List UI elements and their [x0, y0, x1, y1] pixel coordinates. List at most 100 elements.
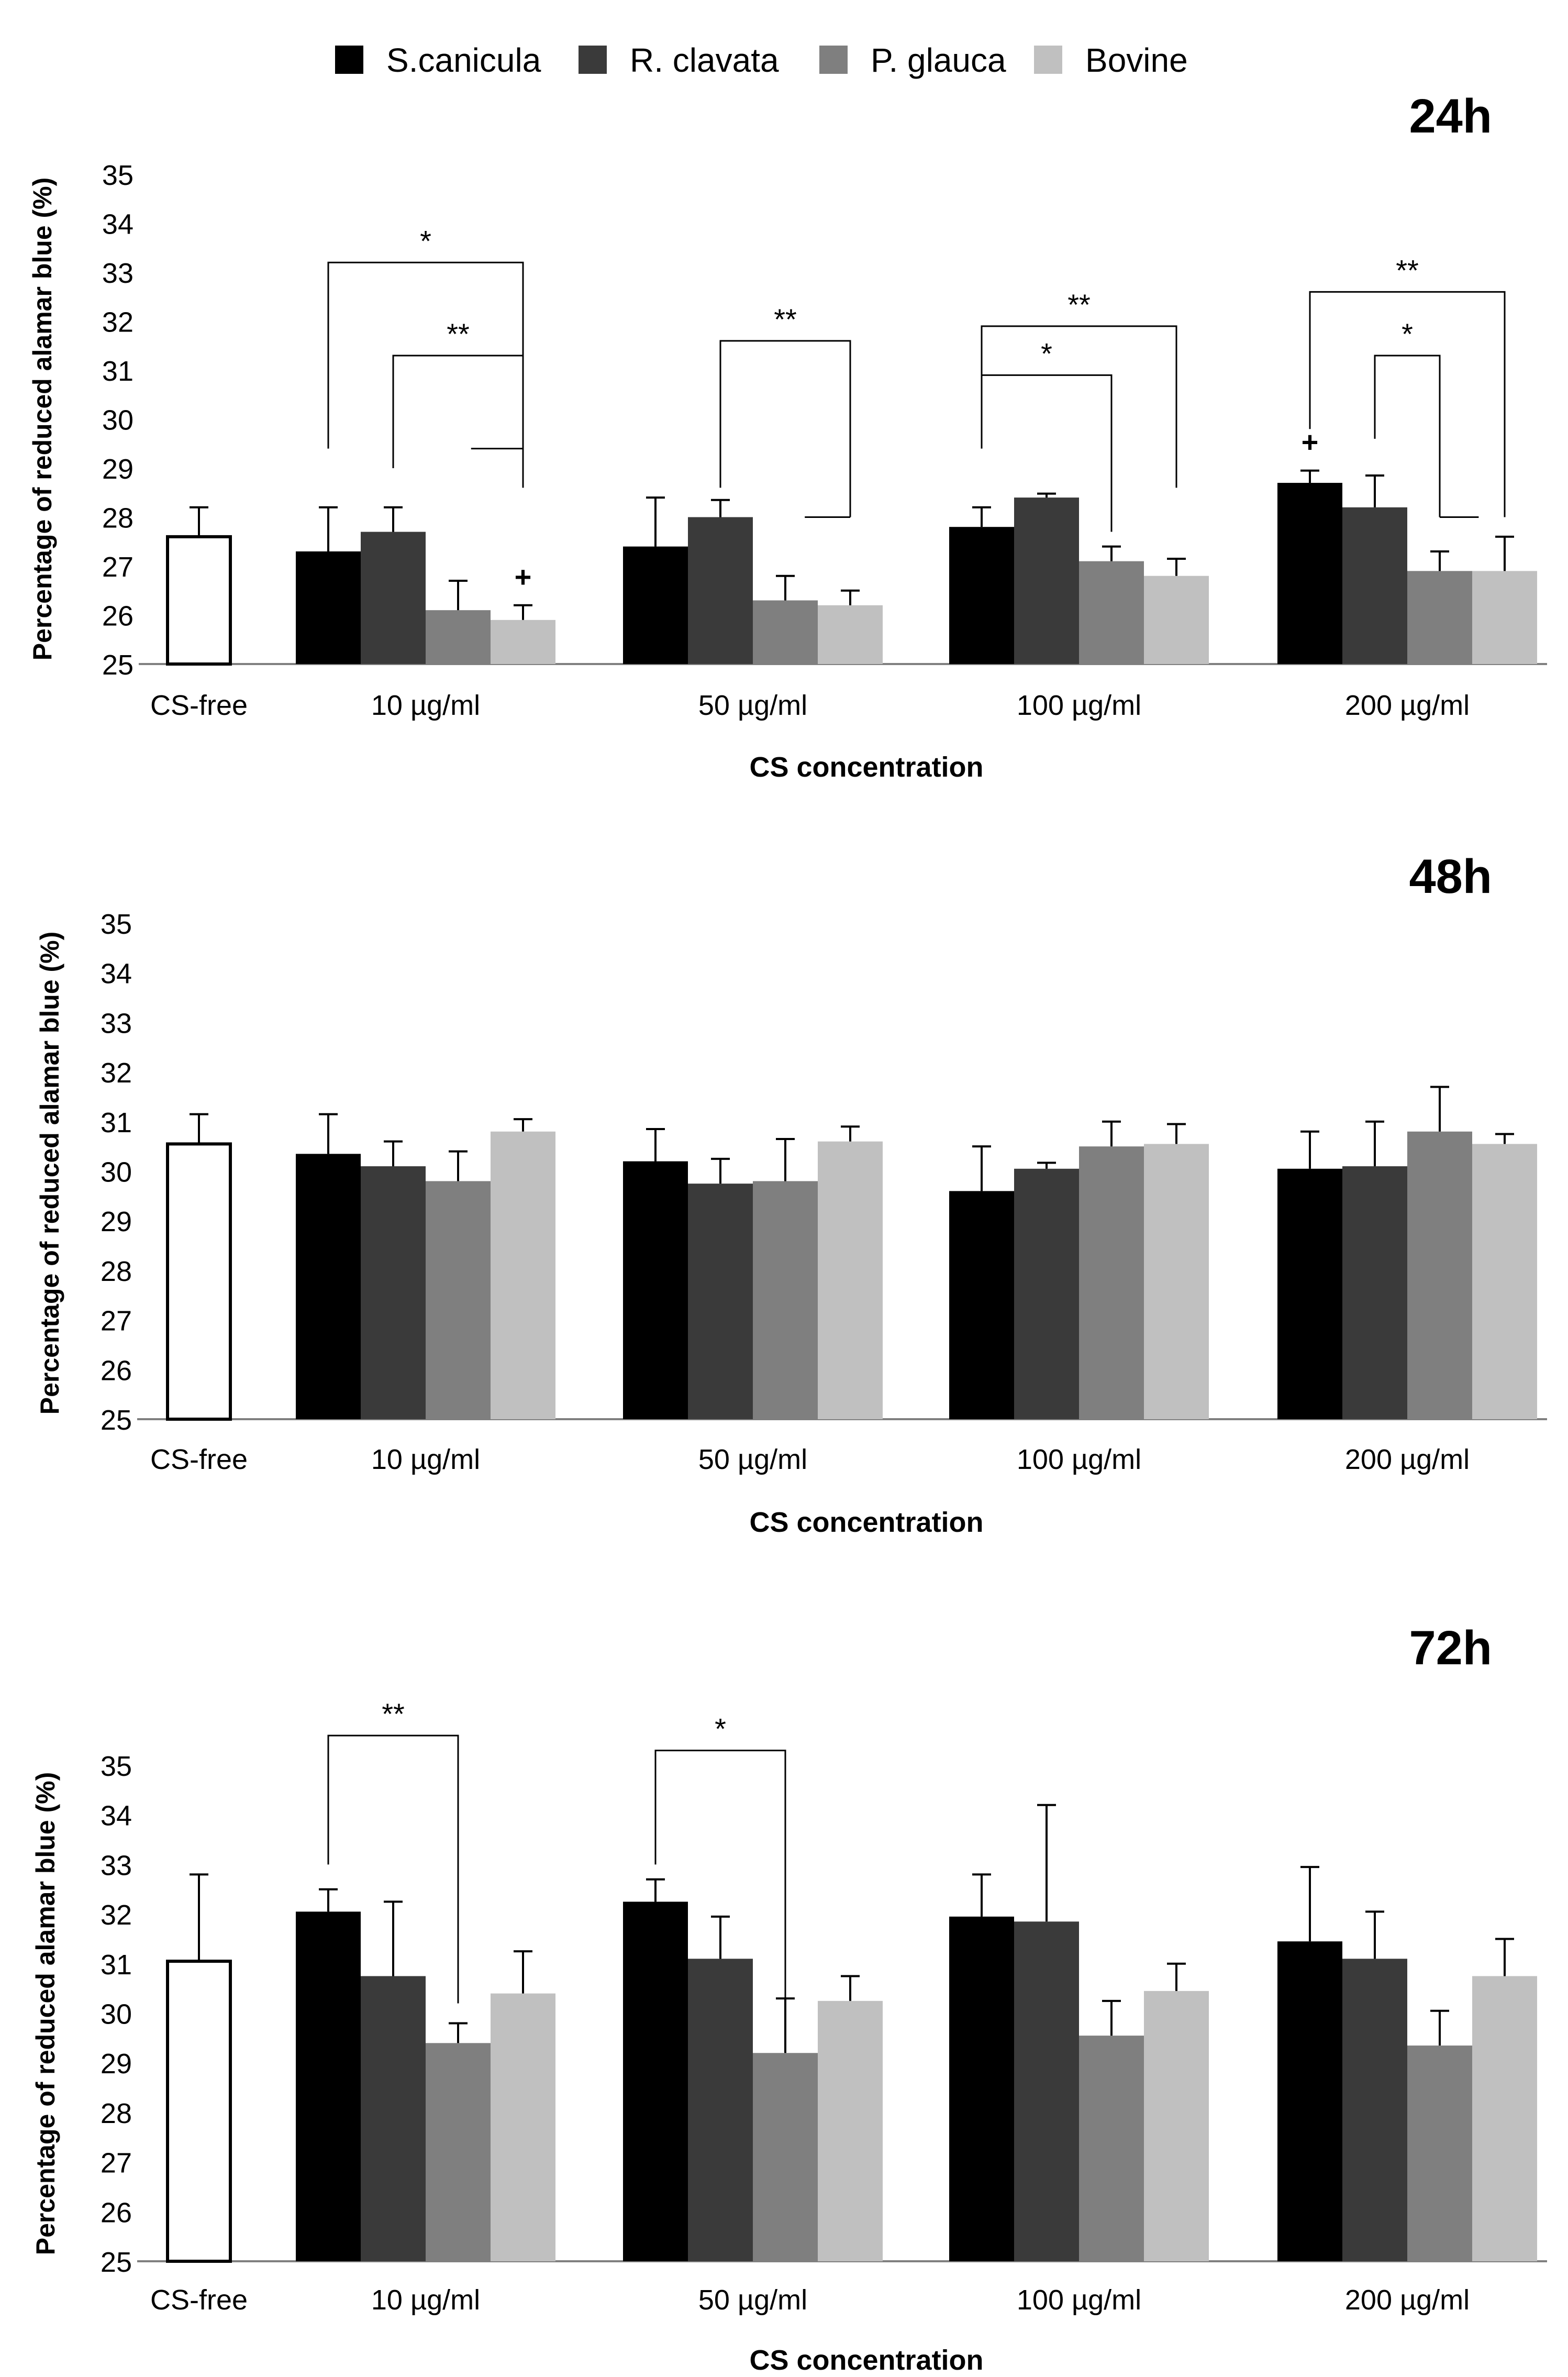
- bar-p-glauca: [1079, 1146, 1144, 1419]
- legend-swatch: [1034, 46, 1062, 74]
- bar-bovine: [1144, 1144, 1209, 1419]
- bar-bovine: [491, 620, 555, 664]
- bar-r-clavata: [1014, 1168, 1079, 1419]
- y-tick-label: 31: [101, 1949, 132, 1981]
- bar-p-glauca: [753, 2053, 818, 2261]
- legend-label: Bovine: [1085, 41, 1188, 79]
- bar-bovine: [1472, 1144, 1537, 1419]
- y-tick-label: 26: [101, 2197, 132, 2228]
- significance-label: **: [774, 303, 797, 336]
- bar-bovine: [1144, 576, 1209, 664]
- bar-p-glauca: [1079, 561, 1144, 664]
- x-tick-label: 200 µg/ml: [1345, 690, 1470, 721]
- y-axis-label: Percentage of reduced alamar blue (%): [28, 178, 57, 661]
- y-tick-label: 26: [102, 601, 134, 632]
- bar-r-clavata: [361, 1166, 426, 1419]
- bar-r-clavata: [1342, 1166, 1407, 1419]
- y-tick-label: 31: [101, 1107, 132, 1138]
- significance-label: *: [420, 224, 431, 257]
- x-tick-label: CS-free: [150, 690, 248, 721]
- bar-s-canicula: [623, 546, 688, 664]
- bar-s-canicula: [949, 527, 1014, 664]
- bar-s-canicula: [296, 1154, 361, 1419]
- legend-swatch: [335, 46, 363, 74]
- y-tick-label: 35: [101, 909, 132, 940]
- bar-r-clavata: [1014, 497, 1079, 664]
- x-tick-label: 50 µg/ml: [698, 2284, 807, 2316]
- bar-p-glauca: [426, 610, 491, 664]
- panel-24h: 24h 25 26 27 28 29 30 31 32 33 34 35 Percentage of r…: [28, 90, 1547, 783]
- significance-label: **: [382, 1697, 405, 1730]
- y-tick-label: 28: [101, 1256, 132, 1287]
- panel-72h: 72h 25 26 27 28 29 30 31 32 33 34 35 Percentage of r…: [31, 1621, 1547, 2376]
- y-tick-label: 27: [102, 551, 134, 583]
- x-tick-label: 50 µg/ml: [698, 690, 807, 721]
- x-tick-label: 100 µg/ml: [1017, 2284, 1141, 2316]
- significance-bracket: [654, 1750, 786, 2014]
- x-tick-label: 100 µg/ml: [1017, 690, 1141, 721]
- y-tick-label: 27: [101, 2148, 132, 2179]
- y-tick-label: 28: [101, 2098, 132, 2129]
- legend-label: P. glauca: [871, 41, 1006, 79]
- legend-entry-bovine: Bovine: [1034, 41, 1188, 79]
- significance-bracket: [981, 325, 1177, 488]
- panel-title: 48h: [1409, 850, 1492, 903]
- y-tick-label: 35: [102, 160, 134, 191]
- y-tick-label: 28: [102, 503, 134, 534]
- y-tick-label: 33: [102, 258, 134, 289]
- y-tick-label: 34: [102, 209, 134, 240]
- y-tick-label: 25: [101, 2247, 132, 2278]
- significance-label: *: [715, 1712, 726, 1745]
- y-tick-label: 34: [101, 1800, 132, 1832]
- y-tick-label: 30: [101, 1999, 132, 2030]
- bar-r-clavata: [688, 1959, 753, 2261]
- significance-label: *: [1041, 337, 1052, 370]
- bar-r-clavata: [688, 517, 753, 664]
- plus-marker: +: [1302, 426, 1319, 459]
- bar-bovine: [491, 1993, 555, 2261]
- bar-bovine: [818, 605, 883, 664]
- legend-entry-p-glauca: P. glauca: [819, 41, 1006, 79]
- y-tick-label: 29: [102, 454, 134, 485]
- legend-label: S.canicula: [386, 41, 541, 79]
- bar-bovine: [1472, 571, 1537, 664]
- y-tick-label: 29: [101, 1206, 132, 1237]
- plus-marker: +: [515, 560, 532, 593]
- legend-swatch: [579, 46, 607, 74]
- y-tick-label: 30: [102, 405, 134, 436]
- y-tick-label: 25: [102, 649, 134, 681]
- y-tick-label: 31: [102, 356, 134, 387]
- panel-title: 72h: [1409, 1621, 1492, 1675]
- significance-bracket: [719, 340, 851, 517]
- y-tick-label: 34: [101, 958, 132, 990]
- y-tick-label: 32: [102, 307, 134, 338]
- bar-s-canicula: [296, 551, 361, 664]
- x-axis-label: CS concentration: [749, 1507, 983, 1538]
- bar-s-canicula: [949, 1916, 1014, 2261]
- bar-bovine: [818, 2000, 883, 2261]
- significance-bracket: [327, 1734, 459, 2004]
- bar-p-glauca: [753, 600, 818, 664]
- x-tick-label: 200 µg/ml: [1345, 2284, 1470, 2316]
- x-tick-label: 100 µg/ml: [1017, 1444, 1141, 1475]
- panel-title: 24h: [1409, 90, 1492, 143]
- bar-s-canicula: [949, 1191, 1014, 1419]
- bar-bovine: [491, 1131, 555, 1419]
- bar-r-clavata: [361, 1976, 426, 2261]
- bar-bovine: [818, 1141, 883, 1419]
- x-tick-label: 10 µg/ml: [371, 1444, 480, 1475]
- y-tick-label: 25: [101, 1405, 132, 1436]
- bar-p-glauca: [1079, 2036, 1144, 2261]
- significance-bracket: [981, 374, 1113, 532]
- bar-p-glauca: [1407, 2046, 1472, 2261]
- x-tick-label: 10 µg/ml: [371, 690, 480, 721]
- bar-bovine: [1144, 1991, 1209, 2261]
- bar-s-canicula: [623, 1901, 688, 2261]
- bar-r-clavata: [361, 532, 426, 664]
- y-tick-label: 33: [101, 1850, 132, 1881]
- legend: S.canicula R. clavata P. glauca Bovine: [335, 41, 1188, 79]
- y-tick-label: 32: [101, 1899, 132, 1931]
- significance-label: **: [1396, 253, 1419, 286]
- y-tick-label: 26: [101, 1355, 132, 1386]
- significance-bracket: [1309, 291, 1506, 517]
